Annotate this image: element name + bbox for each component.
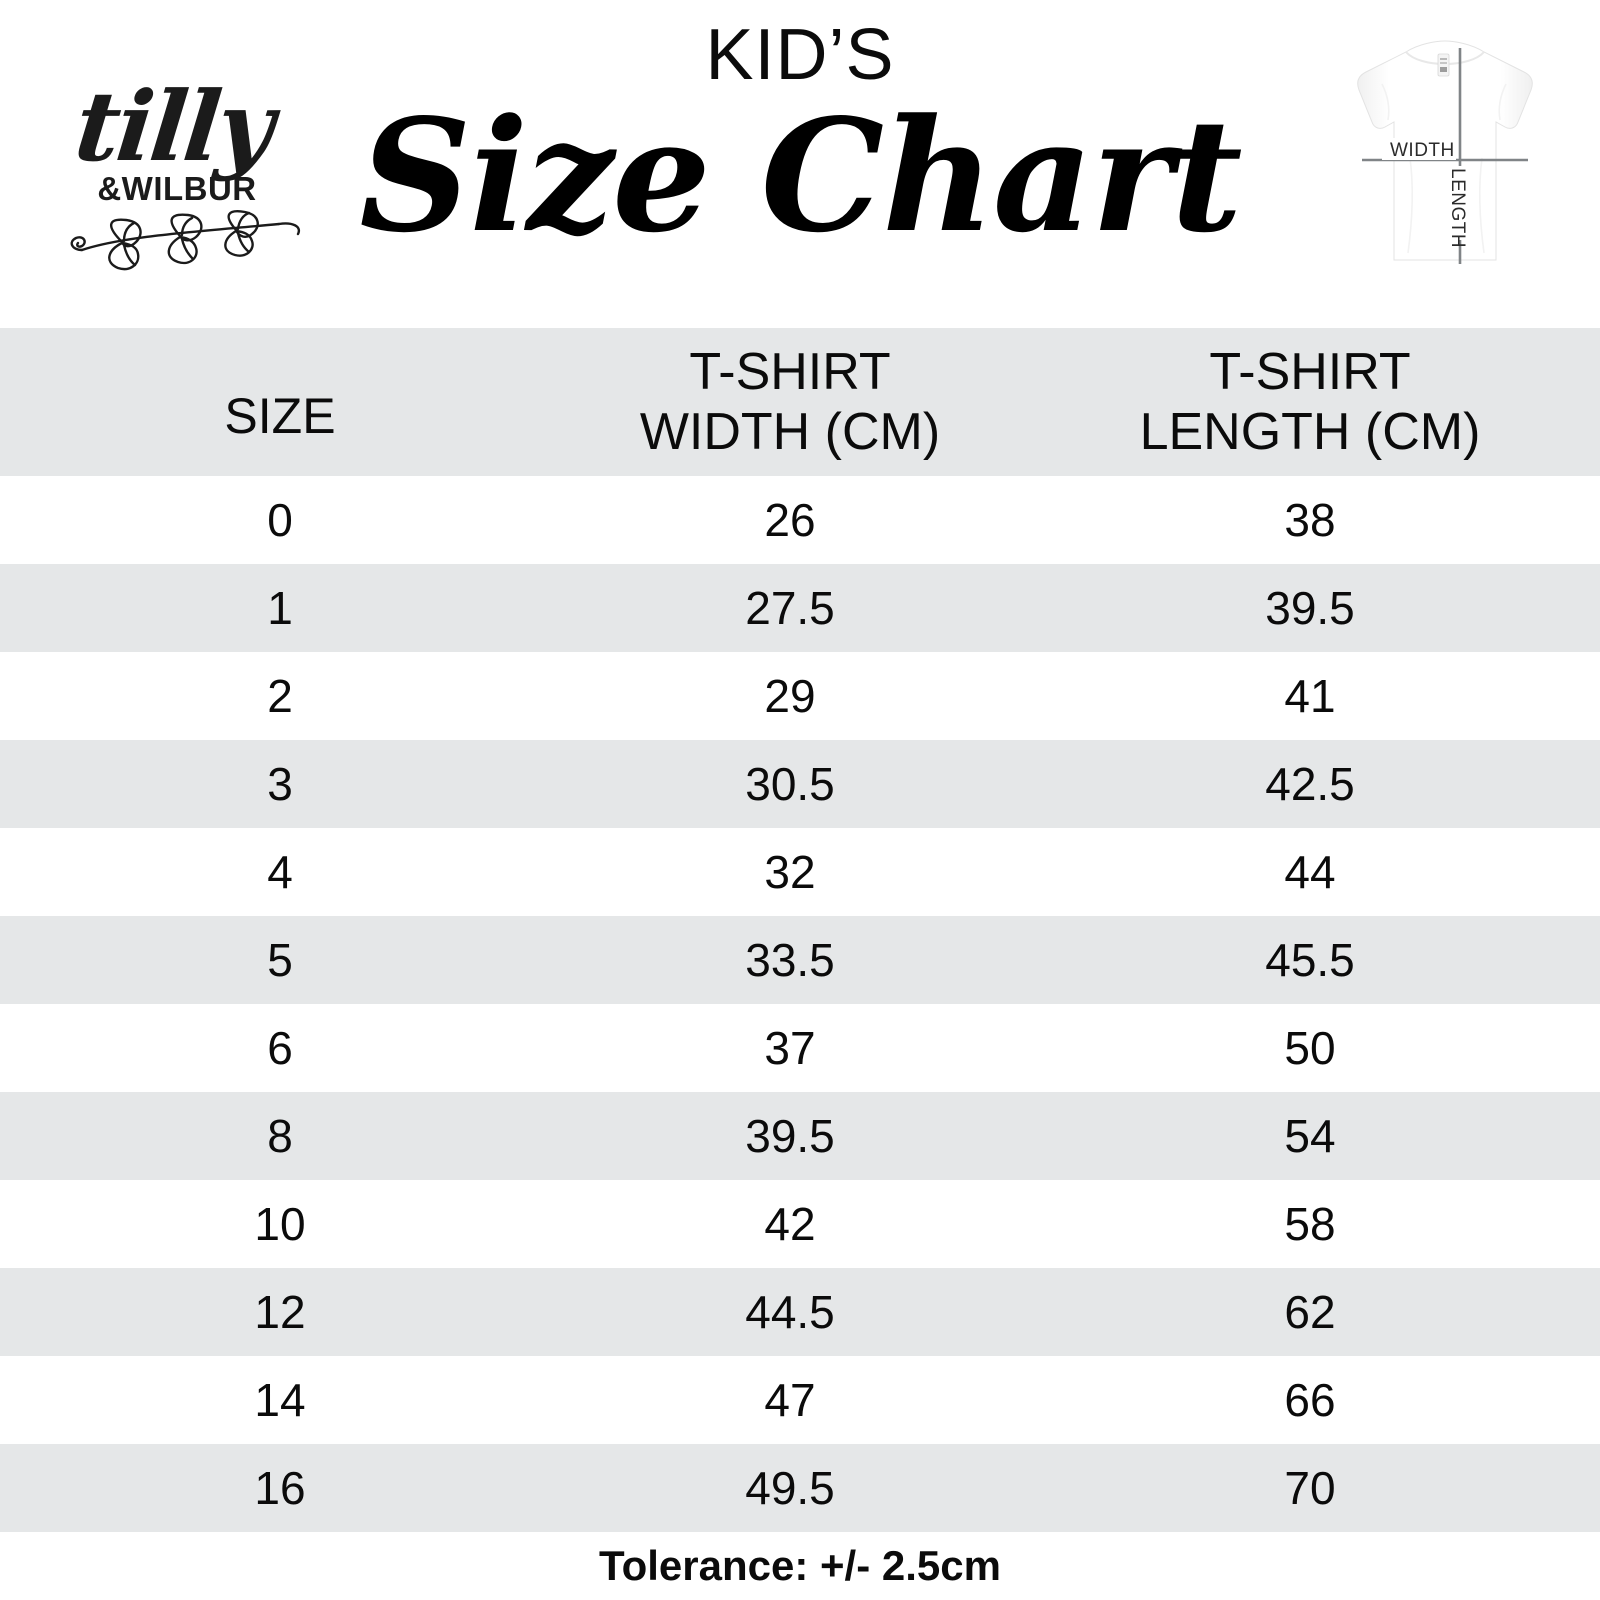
- cell-length: 45.5: [1265, 934, 1355, 986]
- cell-size: 4: [267, 846, 293, 898]
- cell-width: 37: [764, 1022, 816, 1074]
- cell-length: 62: [1284, 1286, 1336, 1338]
- table-row: 12 44.5 62: [0, 1268, 1600, 1356]
- cell-width: 32: [764, 846, 816, 898]
- table-row: 16 49.5 70: [0, 1444, 1600, 1532]
- tolerance-note: Tolerance: +/- 2.5cm: [599, 1542, 1001, 1589]
- cell-length: 41: [1284, 670, 1336, 722]
- cell-size: 16: [254, 1462, 306, 1514]
- column-header-length: T-SHIRT LENGTH (CM): [1139, 343, 1481, 461]
- table-row: 2 29 41: [0, 652, 1600, 740]
- table-row: 1 27.5 39.5: [0, 564, 1600, 652]
- cell-width: 47: [764, 1374, 816, 1426]
- cell-width: 30.5: [745, 758, 835, 810]
- cell-width: 42: [764, 1198, 816, 1250]
- cell-size: 1: [267, 582, 293, 634]
- cell-width: 27.5: [745, 582, 835, 634]
- page-title: Size Chart: [359, 84, 1242, 267]
- laurel-branch-icon: [64, 210, 314, 274]
- cell-size: 0: [267, 494, 293, 546]
- cell-size: 5: [267, 934, 293, 986]
- cell-length: 39.5: [1265, 582, 1355, 634]
- cell-size: 6: [267, 1022, 293, 1074]
- cell-size: 12: [254, 1286, 306, 1338]
- table-row: 0 26 38: [0, 476, 1600, 564]
- page-header: tilly &WILBUR: [0, 0, 1600, 328]
- column-header-size: SIZE: [224, 388, 336, 444]
- cell-width: 39.5: [745, 1110, 835, 1162]
- size-table: SIZE T-SHIRT WIDTH (CM) T-SHIRT LENGTH (…: [0, 328, 1600, 1532]
- cell-width: 49.5: [745, 1462, 835, 1514]
- cell-width: 29: [764, 670, 816, 722]
- column-header-width: T-SHIRT WIDTH (CM): [639, 343, 941, 461]
- page-kicker: KID’S: [705, 15, 895, 95]
- cell-length: 70: [1284, 1462, 1336, 1514]
- cell-length: 66: [1284, 1374, 1336, 1426]
- cell-width: 44.5: [745, 1286, 835, 1338]
- cell-width: 26: [764, 494, 816, 546]
- table-header-row: SIZE T-SHIRT WIDTH (CM) T-SHIRT LENGTH (…: [0, 328, 1600, 476]
- table-row: 10 42 58: [0, 1180, 1600, 1268]
- table-row: 3 30.5 42.5: [0, 740, 1600, 828]
- cell-length: 38: [1284, 494, 1336, 546]
- table-body: 0 26 38 1 27.5 39.5 2 29 41 3 30.5 42.5 4 32 44 5 33.5 45…: [0, 476, 1600, 1532]
- cell-length: 44: [1284, 846, 1336, 898]
- cell-size: 8: [267, 1110, 293, 1162]
- brand-sub-name: &WILBUR: [97, 170, 257, 207]
- cell-length: 50: [1284, 1022, 1336, 1074]
- table-row: 5 33.5 45.5: [0, 916, 1600, 1004]
- cell-size: 10: [254, 1198, 306, 1250]
- cell-size: 14: [254, 1374, 306, 1426]
- tshirt-length-label: LENGTH: [1447, 168, 1468, 248]
- cell-size: 3: [267, 758, 293, 810]
- table-row: 6 37 50: [0, 1004, 1600, 1092]
- brand-logo: tilly &WILBUR: [58, 52, 318, 272]
- table-row: 8 39.5 54: [0, 1092, 1600, 1180]
- tshirt-width-label: WIDTH: [1390, 140, 1455, 161]
- cell-length: 54: [1284, 1110, 1336, 1162]
- table-row: 4 32 44: [0, 828, 1600, 916]
- tshirt-measurement-diagram: WIDTH LENGTH: [1310, 38, 1580, 283]
- cell-width: 33.5: [745, 934, 835, 986]
- cell-length: 42.5: [1265, 758, 1355, 810]
- cell-size: 2: [267, 670, 293, 722]
- table-row: 14 47 66: [0, 1356, 1600, 1444]
- cell-length: 58: [1284, 1198, 1336, 1250]
